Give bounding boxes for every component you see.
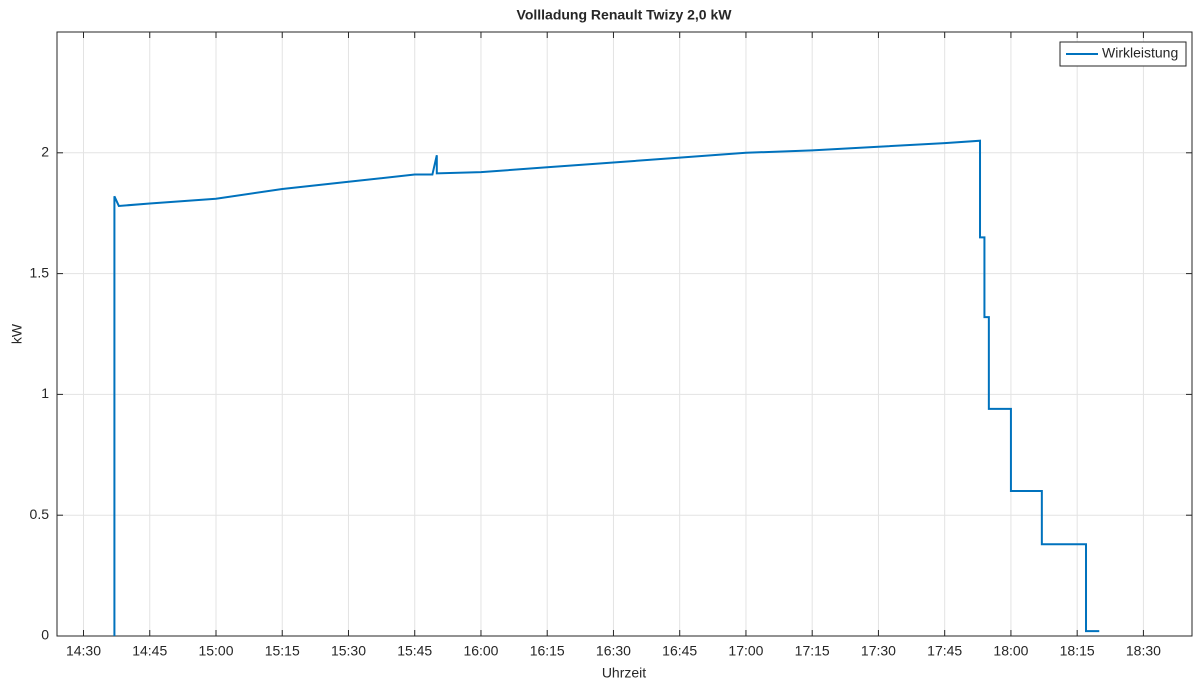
y-tick-label: 1.5 — [30, 264, 50, 280]
x-tick-label: 16:45 — [662, 643, 697, 659]
y-tick-label: 2 — [41, 144, 49, 160]
x-tick-label: 14:30 — [66, 643, 101, 659]
plot-frame — [56, 31, 1193, 637]
y-tick-label: 0 — [41, 627, 49, 643]
x-tick-label: 15:45 — [397, 643, 432, 659]
x-tick-label: 15:15 — [265, 643, 300, 659]
legend-label: Wirkleistung — [1102, 45, 1178, 61]
x-tick-label: 16:00 — [463, 643, 498, 659]
x-tick-label: 15:00 — [198, 643, 233, 659]
x-tick-label: 16:30 — [596, 643, 631, 659]
chart-title: Vollladung Renault Twizy 2,0 kW — [517, 7, 733, 23]
x-axis-label: Uhrzeit — [602, 665, 646, 681]
x-tick-label: 18:30 — [1126, 643, 1161, 659]
x-tick-label: 14:45 — [132, 643, 167, 659]
x-tick-label: 17:30 — [861, 643, 896, 659]
x-tick-label: 18:00 — [993, 643, 1028, 659]
x-tick-label: 18:15 — [1060, 643, 1095, 659]
x-tick-label: 16:15 — [530, 643, 565, 659]
x-tick-label: 15:30 — [331, 643, 366, 659]
y-axis-label: kW — [9, 323, 25, 344]
y-tick-label: 0.5 — [30, 506, 50, 522]
data-line — [113, 139, 1100, 636]
x-tick-label: 17:45 — [927, 643, 962, 659]
x-tick-label: 17:15 — [795, 643, 830, 659]
x-tick-label: 17:00 — [728, 643, 763, 659]
y-tick-label: 1 — [41, 385, 49, 401]
